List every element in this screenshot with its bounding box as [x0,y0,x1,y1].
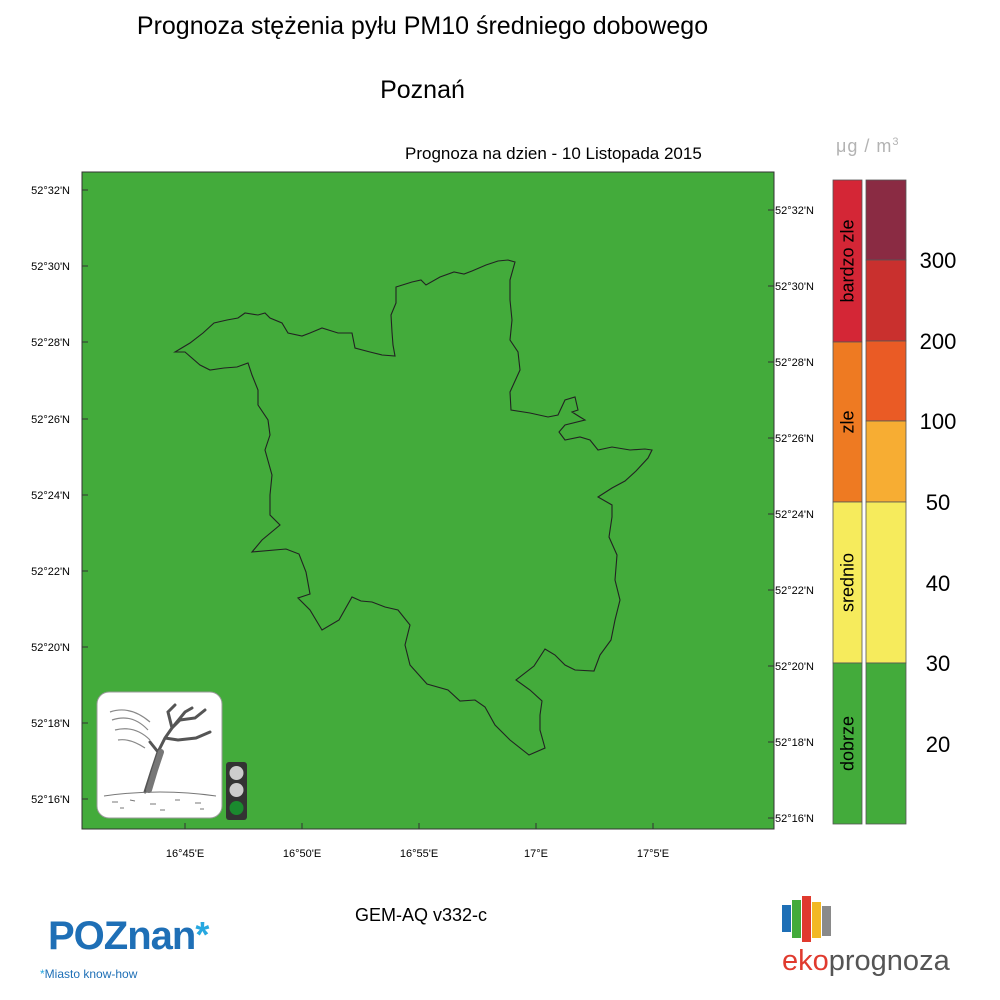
colorbar-band-1 [865,259,907,342]
colorbar-band-3 [865,420,907,503]
colorbar-categories: bardzo zle zle srednio dobrze [832,179,863,825]
poznan-slogan-text: Miasto know-how [44,967,138,981]
x-tick-label: 17°E [524,848,548,860]
poznan-logo-text: POZnan [48,914,196,958]
poznan-logo-star: * [195,914,209,955]
y-tick-label-right: 52°30'N [775,281,814,293]
x-tick-labels: 16°45'E 16°50'E 16°55'E 17°E 17°5'E [166,848,669,860]
y-tick-label-right: 52°18'N [775,737,814,749]
colorbar-band-2 [865,340,907,422]
colorbar-level-label: 300 [920,248,957,273]
colorbar-level-label: 100 [920,409,957,434]
y-tick-label-left: 52°24'N [31,490,70,502]
colorbar-level-label: 40 [926,571,950,596]
ekoprognoza-logo-eko: eko [782,945,829,977]
x-tick-label: 17°5'E [637,848,669,860]
colorbar-level-label: 20 [926,732,950,757]
colorbar-band-5 [865,662,907,825]
y-tick-label-right: 52°22'N [775,585,814,597]
colorbar-band-0 [865,179,907,261]
colorbar-category-label: dobrze [838,716,858,771]
poznan-logo: POZnan* [48,914,209,959]
colorbar-level-label: 30 [926,651,950,676]
y-tick-label-left: 52°28'N [31,337,70,349]
y-tick-label-left: 52°16'N [31,794,70,806]
traffic-light-green [229,801,244,815]
traffic-light-yellow [229,783,244,797]
y-tick-label-right: 52°26'N [775,433,814,445]
traffic-light-red [229,766,244,780]
colorbar-category-1 [832,341,863,503]
axis-ticks [82,189,774,829]
y-tick-label-left: 52°30'N [31,261,70,273]
y-tick-label-left: 52°26'N [31,414,70,426]
colorbar-category-3 [832,662,863,825]
x-tick-label: 16°55'E [400,848,438,860]
y-tick-label-left: 52°18'N [31,718,70,730]
ekoprognoza-logo: ekoprognoza [782,945,950,978]
colorbar-category-label: zle [838,410,858,433]
page-title: Prognoza stężenia pyłu PM10 średniego do… [136,12,709,40]
unit-exponent: 3 [892,136,900,148]
poznan-boundary [173,259,653,756]
colorbar-category-2 [832,501,863,664]
unit-symbol: μg / m [836,136,893,156]
y-tick-label-right: 52°24'N [775,509,814,521]
y-tick-label-right: 52°32'N [775,205,814,217]
unit-label: μg / m3 [836,136,900,157]
y-tick-label-right: 52°28'N [775,357,814,369]
y-tick-label-right: 52°16'N [775,813,814,825]
y-tick-label-left: 52°32'N [31,185,70,197]
ekoprognoza-logo-prognoza: prognoza [828,945,950,977]
forecast-date: Prognoza na dzien - 10 Listopada 2015 [405,144,702,163]
y-tick-label-right: 52°20'N [775,661,814,673]
colorbar-level-label: 200 [920,329,957,354]
y-tick-labels-right: 52°32'N 52°30'N 52°28'N 52°26'N 52°24'N 52°22… [775,205,814,825]
wind-tree-icon [96,691,223,819]
x-tick-label: 16°45'E [166,848,204,860]
traffic-light-icon [226,762,247,820]
y-tick-label-left: 52°22'N [31,566,70,578]
colorbar-category-label: srednio [838,553,858,612]
poznan-slogan: *Miasto know-how [40,967,137,981]
colorbar-level-label: 50 [926,490,950,515]
model-version: GEM-AQ v332-c [355,905,488,925]
colorbar-levels: 300 200 100 50 40 30 20 [920,248,957,757]
city-name: Poznań [380,76,465,104]
y-tick-labels-left: 52°32'N 52°30'N 52°28'N 52°26'N 52°24'N 52°22… [31,185,70,806]
y-tick-label-left: 52°20'N [31,642,70,654]
colorbar-category-label: bardzo zle [838,219,858,302]
poznan-slogan-star: * [40,967,45,981]
colorbar-band-4 [865,501,907,664]
colorbar-bands [865,179,907,825]
x-tick-label: 16°50'E [283,848,321,860]
